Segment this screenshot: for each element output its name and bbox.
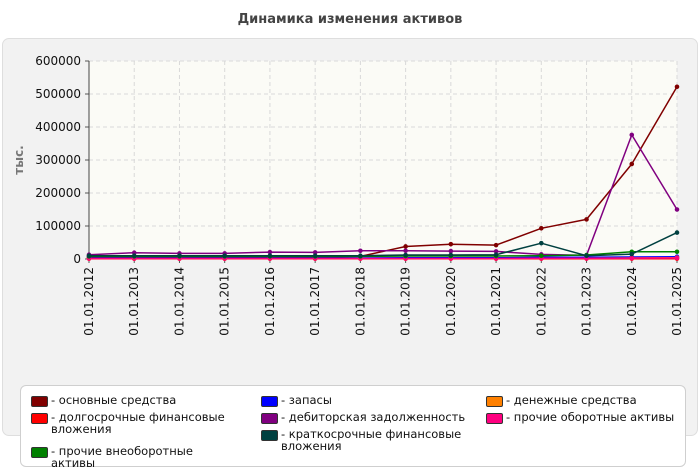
data-point <box>674 255 680 261</box>
chart-panel: 0 100000 200000 300000 400000 500000 600000 01.… <box>2 38 698 469</box>
x-tick-label: 01.01.2015 <box>218 267 232 336</box>
data-point <box>539 240 544 246</box>
legend-swatch <box>261 413 278 424</box>
series-line <box>89 231 678 257</box>
legend-swatch <box>261 396 278 407</box>
legend-label: - запасы <box>281 393 332 407</box>
y-tick-label: 500000 <box>35 87 81 101</box>
y-tick-label: 0 <box>73 252 81 266</box>
data-point <box>86 253 92 258</box>
data-point <box>584 253 589 258</box>
x-tick-label: 01.01.2024 <box>625 267 639 336</box>
data-point <box>403 252 408 258</box>
data-point <box>358 253 363 258</box>
data-point <box>629 255 635 261</box>
x-tick-label: 01.01.2018 <box>353 267 367 336</box>
chart-plot: 0 100000 200000 300000 400000 500000 600000 01.… <box>12 54 684 336</box>
data-point <box>267 249 273 255</box>
legend-label: - долгосрочные финансовые вложения <box>51 410 225 436</box>
x-tick-label: 01.01.2019 <box>399 267 413 336</box>
series-line <box>89 257 678 260</box>
x-tick-label: 01.01.2020 <box>444 267 458 336</box>
data-point <box>403 244 408 249</box>
x-tick-label: 01.01.2016 <box>263 267 277 336</box>
y-tick-label: 100000 <box>35 219 81 233</box>
data-point <box>493 252 499 258</box>
data-point <box>403 248 408 254</box>
legend-swatch <box>31 447 48 458</box>
data-point <box>493 242 499 248</box>
data-point <box>267 253 273 258</box>
data-point <box>674 207 680 212</box>
data-point <box>629 161 635 167</box>
y-axis-label: тыс. <box>12 145 26 174</box>
data-point <box>584 217 589 222</box>
legend-swatch <box>486 413 503 424</box>
data-point <box>674 249 680 255</box>
x-tick-label: 01.01.2023 <box>580 267 594 336</box>
x-tick-label: 01.01.2013 <box>127 267 141 336</box>
legend-label: - дебиторская задолженность <box>281 410 466 424</box>
legend-swatch <box>486 396 503 407</box>
x-tick-label: 01.01.2021 <box>489 267 503 336</box>
x-tick-label: 01.01.2017 <box>308 267 322 336</box>
legend-swatch <box>261 430 278 441</box>
data-point <box>629 132 635 138</box>
legend-label: - прочие оборотные активы <box>506 410 675 424</box>
x-tick-label: 01.01.2014 <box>172 267 186 336</box>
legend-label: - краткосрочные финансовые вложения <box>281 427 462 453</box>
x-tick-label: 01.01.2022 <box>534 267 548 336</box>
legend-label: - денежные средства <box>506 393 637 407</box>
data-point <box>629 251 635 257</box>
x-tick-label: 01.01.2025 <box>670 267 684 336</box>
data-point <box>131 253 137 258</box>
data-point <box>448 252 454 258</box>
data-point <box>448 241 454 247</box>
data-point <box>539 226 544 231</box>
data-point <box>177 253 182 258</box>
y-tick-label: 600000 <box>35 54 81 68</box>
y-tick-label: 300000 <box>35 153 81 167</box>
legend-label: - прочие внеоборотные активы <box>51 444 193 470</box>
data-point <box>448 248 454 254</box>
data-point <box>674 84 680 90</box>
chart-legend: - основные средства - запасы - денежные ср… <box>20 385 686 470</box>
data-point <box>539 253 544 258</box>
chart-title: Динамика изменения активов <box>237 12 463 27</box>
legend-swatch <box>31 413 48 424</box>
y-tick-label: 400000 <box>35 120 81 134</box>
data-point <box>312 253 318 258</box>
data-point <box>674 230 680 235</box>
legend-label: - основные средства <box>51 393 177 407</box>
data-point <box>358 248 363 254</box>
data-point <box>222 253 227 258</box>
legend-swatch <box>31 396 48 407</box>
x-tick-label: 01.01.2012 <box>82 267 96 336</box>
y-tick-label: 200000 <box>35 186 81 200</box>
